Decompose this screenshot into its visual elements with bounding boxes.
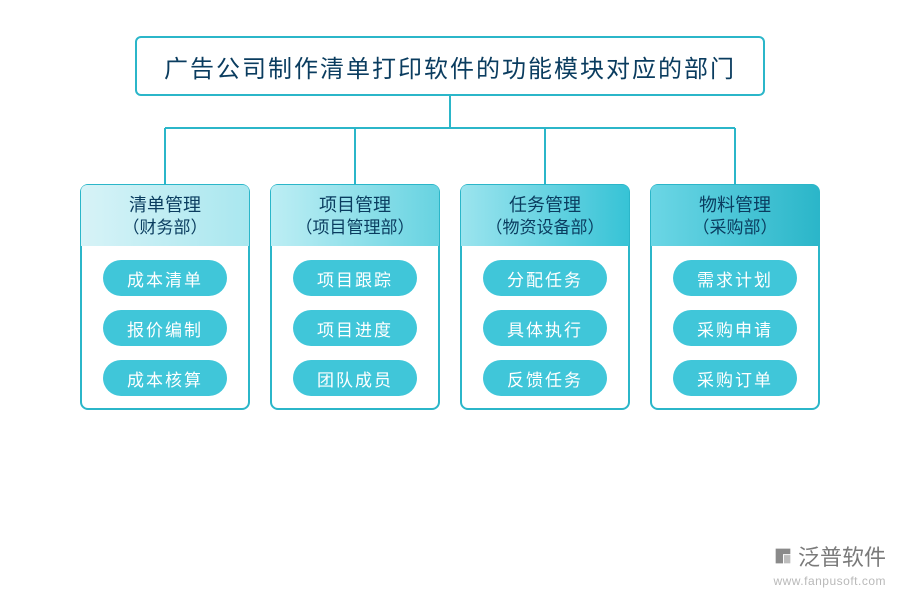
branch-name: 项目管理 bbox=[271, 193, 439, 217]
branch-item: 报价编制 bbox=[103, 310, 227, 346]
branch-dept: （项目管理部） bbox=[271, 217, 439, 240]
diagram-title-text: 广告公司制作清单打印软件的功能模块对应的部门 bbox=[164, 49, 736, 84]
branch-item: 项目跟踪 bbox=[293, 260, 417, 296]
watermark: 泛普软件 www.fanpusoft.com bbox=[772, 540, 886, 588]
branch-item: 采购订单 bbox=[673, 360, 797, 396]
branch-item: 成本核算 bbox=[103, 360, 227, 396]
branch-item: 分配任务 bbox=[483, 260, 607, 296]
branch-header: 物料管理（采购部） bbox=[651, 185, 819, 246]
branch: 项目管理（项目管理部） 项目跟踪项目进度团队成员 bbox=[270, 184, 440, 410]
branch-dept: （物资设备部） bbox=[461, 217, 629, 240]
watermark-brand: 泛普软件 bbox=[772, 540, 886, 572]
logo-icon bbox=[772, 545, 794, 567]
branch-item: 项目进度 bbox=[293, 310, 417, 346]
branch-name: 物料管理 bbox=[651, 193, 819, 217]
connector-lines bbox=[0, 96, 900, 186]
branch-header: 任务管理（物资设备部） bbox=[461, 185, 629, 246]
branch-item: 成本清单 bbox=[103, 260, 227, 296]
branches-row: 清单管理（财务部） 成本清单报价编制成本核算 项目管理（项目管理部） 项目跟踪项目进度… bbox=[80, 184, 820, 410]
watermark-url: www.fanpusoft.com bbox=[772, 574, 886, 588]
branch-dept: （采购部） bbox=[651, 217, 819, 240]
branch-item: 需求计划 bbox=[673, 260, 797, 296]
branch: 物料管理（采购部） 需求计划采购申请采购订单 bbox=[650, 184, 820, 410]
branch-header: 项目管理（项目管理部） bbox=[271, 185, 439, 246]
branch: 清单管理（财务部） 成本清单报价编制成本核算 bbox=[80, 184, 250, 410]
branch-name: 清单管理 bbox=[81, 193, 249, 217]
branch-item: 采购申请 bbox=[673, 310, 797, 346]
branch-item: 团队成员 bbox=[293, 360, 417, 396]
watermark-brand-text: 泛普软件 bbox=[798, 540, 886, 572]
diagram-title: 广告公司制作清单打印软件的功能模块对应的部门 bbox=[135, 36, 765, 96]
branch-header: 清单管理（财务部） bbox=[81, 185, 249, 246]
branch-name: 任务管理 bbox=[461, 193, 629, 217]
branch-dept: （财务部） bbox=[81, 217, 249, 240]
branch-item: 反馈任务 bbox=[483, 360, 607, 396]
branch: 任务管理（物资设备部） 分配任务具体执行反馈任务 bbox=[460, 184, 630, 410]
branch-item: 具体执行 bbox=[483, 310, 607, 346]
